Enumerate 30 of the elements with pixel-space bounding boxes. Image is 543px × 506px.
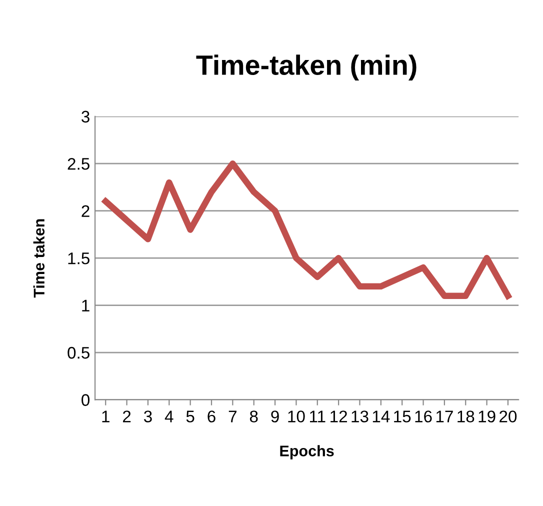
y-tick-label: 1 [82,300,90,312]
x-tick-label: 20 [500,410,517,422]
x-tick-label: 18 [458,410,474,422]
x-tick-label: 6 [208,410,216,422]
x-axis-title: Epochs [280,445,334,460]
y-axis-title: Time taken [33,219,45,298]
y-tick-label: 2.5 [68,158,90,170]
x-tick-label: 19 [478,410,496,422]
chart-title: Time-taken (min) [196,54,416,80]
x-tick-label: 1 [102,410,110,422]
x-tick-label: 14 [372,410,390,422]
x-tick-label: 17 [436,410,453,422]
y-tick-label: 1.5 [68,252,90,264]
y-tick-label: 0 [82,394,90,406]
x-tick-label: 4 [164,410,174,422]
x-tick-label: 11 [310,410,326,422]
x-tick-label: 3 [144,410,152,422]
x-tick-label: 2 [122,410,131,422]
x-tick-label: 12 [330,410,347,422]
x-tick-label: 5 [186,410,194,422]
y-tick-label: 0.5 [68,346,90,359]
y-tick-label: 2 [82,205,90,217]
x-tick-label: 13 [352,410,368,422]
x-tick-label: 8 [250,410,258,422]
x-tick-label: 15 [394,410,411,422]
x-tick-label: 10 [288,410,305,422]
y-tick-label: 3 [82,110,90,123]
x-tick-label: 9 [271,410,279,422]
x-tick-label: 16 [415,410,432,422]
x-tick-label: 7 [228,410,236,422]
